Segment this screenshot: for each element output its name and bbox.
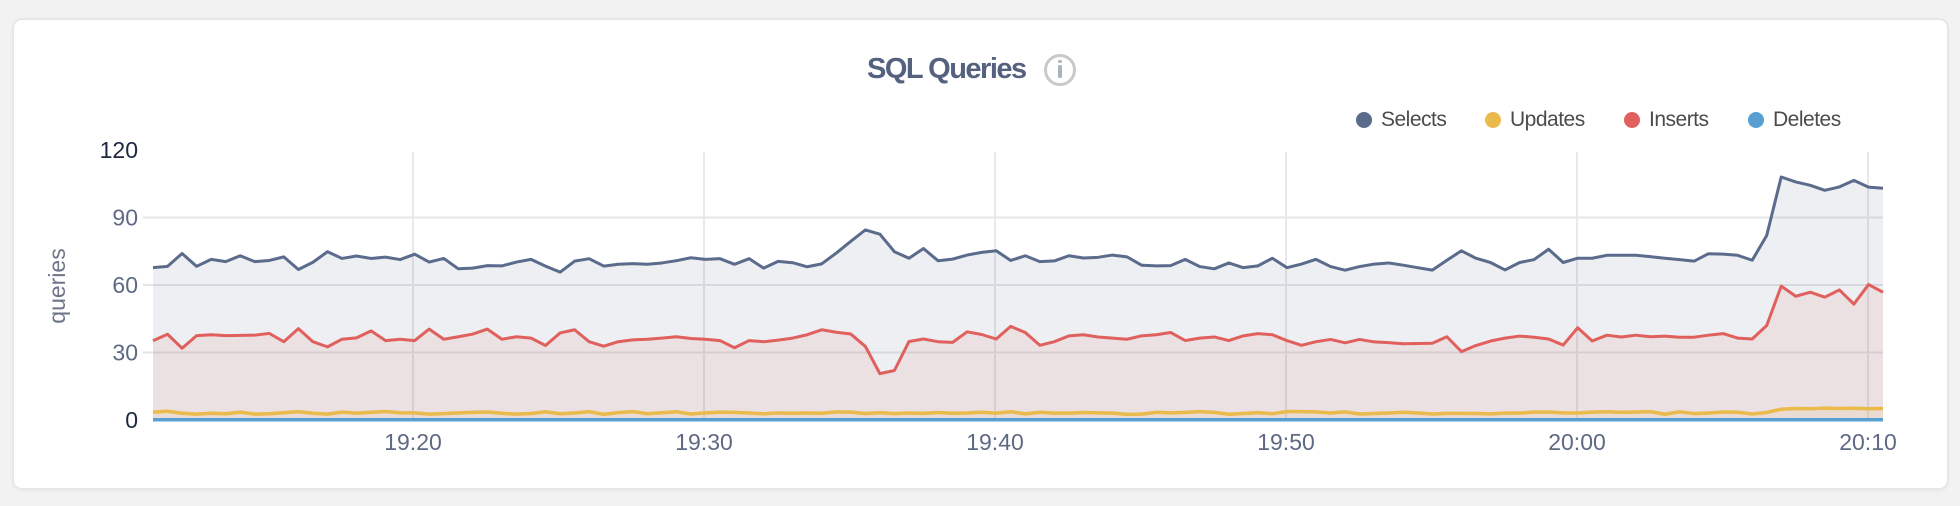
svg-text:90: 90 (112, 205, 138, 231)
svg-text:19:50: 19:50 (1257, 429, 1315, 455)
svg-text:20:00: 20:00 (1548, 429, 1606, 455)
svg-text:19:20: 19:20 (384, 429, 442, 455)
svg-text:30: 30 (112, 340, 138, 366)
svg-text:20:10: 20:10 (1839, 429, 1897, 455)
svg-text:0: 0 (125, 407, 138, 433)
svg-text:120: 120 (100, 137, 138, 163)
svg-text:60: 60 (112, 272, 138, 298)
svg-text:19:40: 19:40 (966, 429, 1024, 455)
svg-text:queries: queries (44, 248, 70, 323)
svg-text:19:30: 19:30 (675, 429, 733, 455)
